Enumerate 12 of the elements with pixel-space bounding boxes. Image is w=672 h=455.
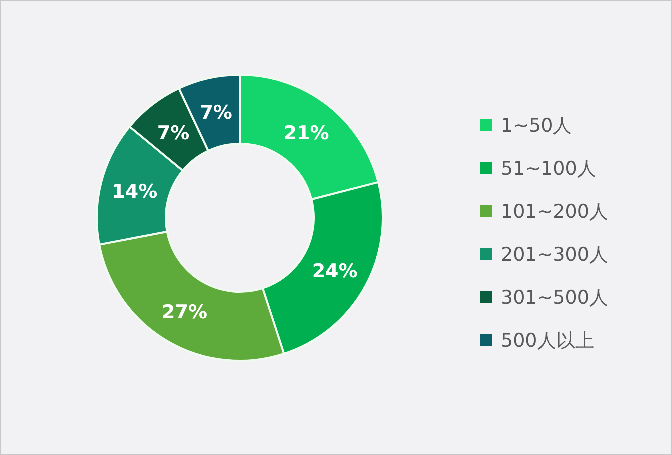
- legend-label: 1~50人: [501, 115, 572, 137]
- legend-label: 101~200人: [501, 201, 608, 223]
- legend-label: 51~100人: [501, 158, 596, 180]
- data-label: 27%: [162, 301, 208, 324]
- data-label: 24%: [312, 260, 358, 282]
- data-label: 14%: [112, 181, 158, 204]
- data-label: 7%: [157, 122, 190, 144]
- legend-label: 201~300人: [501, 244, 608, 266]
- data-label: 7%: [200, 102, 232, 124]
- legend-label: 500人以上: [501, 330, 594, 352]
- legend-label: 301~500人: [501, 287, 608, 309]
- data-label: 21%: [284, 122, 330, 144]
